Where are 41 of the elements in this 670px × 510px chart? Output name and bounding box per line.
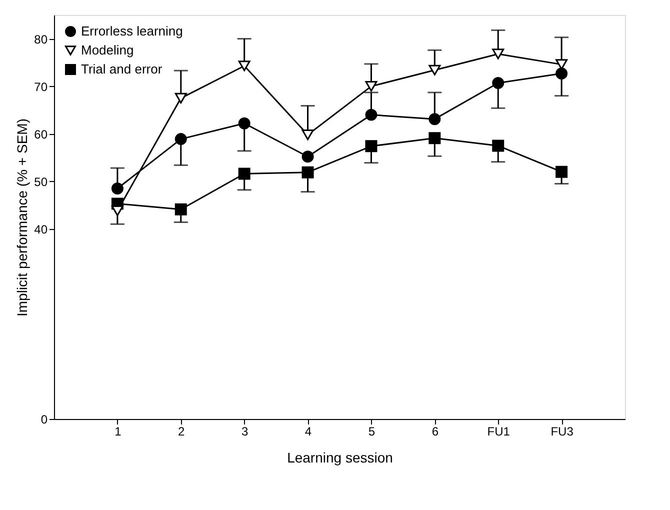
point <box>365 140 378 152</box>
y-tick-label: 60 <box>34 127 48 142</box>
point <box>365 81 378 92</box>
x-tick-label: 6 <box>432 424 439 438</box>
point <box>174 203 187 216</box>
legend-label: Modeling <box>81 42 134 58</box>
point <box>492 48 504 60</box>
legend-label: Errorless learning <box>81 24 183 38</box>
point <box>111 182 124 194</box>
point <box>238 168 250 180</box>
x-tick-label: FU1 <box>487 424 510 438</box>
y-tick-label: 70 <box>34 80 48 94</box>
point <box>492 76 504 89</box>
y-tick-label: 80 <box>34 32 48 46</box>
point <box>111 206 124 216</box>
point <box>174 133 187 146</box>
y-axis-title: Implicit performance (% + SEM) <box>14 118 30 316</box>
point <box>302 166 314 178</box>
x-axis-title: Learning session <box>287 450 393 466</box>
point <box>174 92 187 104</box>
y-tick-label: 50 <box>34 174 48 189</box>
x-tick-label: 3 <box>241 424 248 438</box>
point <box>428 113 441 126</box>
point <box>428 132 441 144</box>
point <box>492 140 504 152</box>
point <box>556 166 568 178</box>
point <box>365 108 378 121</box>
point <box>238 117 250 130</box>
point <box>302 129 314 140</box>
x-tick-label: 5 <box>368 424 376 438</box>
x-tick-label: 4 <box>304 424 312 438</box>
legend-label: Trial and error <box>81 62 163 76</box>
y-tick-label: 0 <box>40 412 48 426</box>
point <box>302 150 314 163</box>
y-tick-label: 40 <box>34 222 48 236</box>
point <box>428 64 441 76</box>
x-tick-label: FU3 <box>550 424 574 438</box>
x-tick-label: 1 <box>114 424 122 438</box>
x-tick-label: 2 <box>178 424 186 438</box>
point <box>238 60 250 72</box>
point <box>556 67 568 80</box>
